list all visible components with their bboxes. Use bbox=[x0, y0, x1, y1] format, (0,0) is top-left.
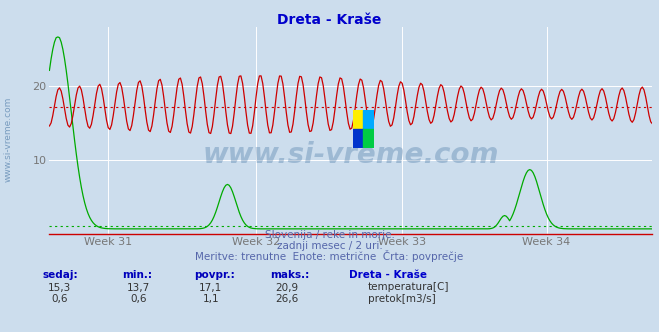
Text: Dreta - Kraše: Dreta - Kraše bbox=[277, 13, 382, 27]
Text: zadnji mesec / 2 uri.: zadnji mesec / 2 uri. bbox=[277, 241, 382, 251]
Text: Dreta - Kraše: Dreta - Kraše bbox=[349, 270, 427, 280]
Text: 17,1: 17,1 bbox=[199, 283, 223, 292]
Text: 15,3: 15,3 bbox=[47, 283, 71, 292]
Text: sedaj:: sedaj: bbox=[43, 270, 78, 280]
Text: min.:: min.: bbox=[122, 270, 152, 280]
Bar bbox=[363, 110, 374, 128]
Text: 20,9: 20,9 bbox=[275, 283, 299, 292]
Text: www.si-vreme.com: www.si-vreme.com bbox=[3, 97, 13, 182]
Text: 13,7: 13,7 bbox=[127, 283, 150, 292]
Bar bbox=[363, 128, 374, 148]
Text: maks.:: maks.: bbox=[270, 270, 310, 280]
Text: Slovenija / reke in morje.: Slovenija / reke in morje. bbox=[264, 230, 395, 240]
Bar bbox=[353, 128, 363, 148]
Text: Meritve: trenutne  Enote: metrične  Črta: povprečje: Meritve: trenutne Enote: metrične Črta: … bbox=[195, 250, 464, 262]
Text: www.si-vreme.com: www.si-vreme.com bbox=[203, 141, 499, 169]
Text: povpr.:: povpr.: bbox=[194, 270, 235, 280]
Text: 26,6: 26,6 bbox=[275, 294, 299, 304]
Text: 0,6: 0,6 bbox=[51, 294, 68, 304]
Text: 1,1: 1,1 bbox=[202, 294, 219, 304]
Bar bbox=[353, 110, 363, 128]
Text: pretok[m3/s]: pretok[m3/s] bbox=[368, 294, 436, 304]
Text: temperatura[C]: temperatura[C] bbox=[368, 283, 449, 292]
Text: 0,6: 0,6 bbox=[130, 294, 147, 304]
